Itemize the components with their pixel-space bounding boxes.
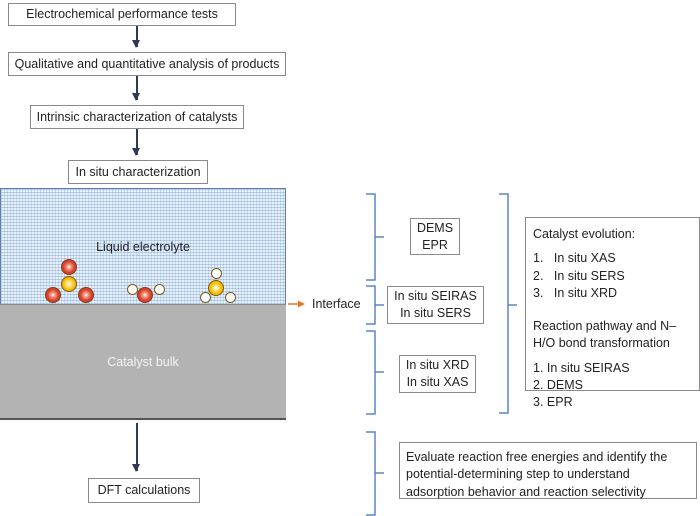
technique: In situ XRD	[405, 358, 470, 373]
pathway-item: 2. DEMS	[533, 377, 584, 392]
catalyst-evolution-title: Catalyst evolution:	[533, 227, 636, 241]
technique: In situ SEIRAS	[394, 289, 477, 304]
interface-label: Interface	[312, 297, 361, 311]
flow-arrow	[133, 423, 139, 472]
bulk-techniques-box: In situ XRD In situ XAS	[399, 355, 476, 393]
bracket-bulk	[366, 330, 384, 415]
bracket-interface	[366, 285, 384, 325]
interface-techniques-box: In situ SEIRAS In situ SERS	[387, 286, 484, 324]
electrolyte-label: Liquid electrolyte	[96, 240, 190, 254]
step-electrochemical-tests: Electrochemical performance tests	[8, 3, 236, 26]
bracket-summary	[499, 193, 517, 414]
catalyst-item: 2. In situ SERS	[533, 268, 625, 283]
technique: In situ XAS	[406, 375, 469, 389]
flow-arrow	[133, 76, 139, 101]
catalyst-item: 1. In situ XAS	[533, 251, 616, 266]
step-in-situ-characterization: In situ characterization	[68, 160, 208, 184]
pathway-item: 3. EPR	[533, 395, 573, 409]
step-intrinsic-characterization: Intrinsic characterization of catalysts	[30, 105, 244, 129]
catalyst-bulk-region	[0, 304, 286, 420]
catalyst-item: 3. In situ XRD	[533, 285, 618, 300]
pathway-item: 1. In situ SEIRAS	[533, 360, 630, 375]
flow-arrow	[133, 26, 139, 48]
reaction-pathway-title: Reaction pathway and N–H/O bond transfor…	[533, 319, 677, 351]
technique: EPR	[422, 237, 448, 252]
electrolyte-techniques-box: DEMS EPR	[410, 218, 460, 255]
liquid-electrolyte-region	[0, 188, 286, 304]
bracket-dft	[366, 431, 384, 516]
bulk-label: Catalyst bulk	[107, 355, 179, 369]
step-product-analysis: Qualitative and quantitative analysis of…	[8, 52, 286, 76]
flow-arrow	[133, 129, 139, 156]
dft-calculations-box: DFT calculations	[88, 478, 200, 503]
bracket-electrolyte	[366, 193, 384, 281]
technique: In situ SERS	[400, 306, 471, 320]
summary-box: Catalyst evolution: 1. In situ XAS 2. In…	[525, 217, 700, 409]
dft-description-box: Evaluate reaction free energies and iden…	[399, 442, 697, 499]
technique: DEMS	[416, 220, 454, 235]
interface-arrow	[288, 300, 305, 308]
